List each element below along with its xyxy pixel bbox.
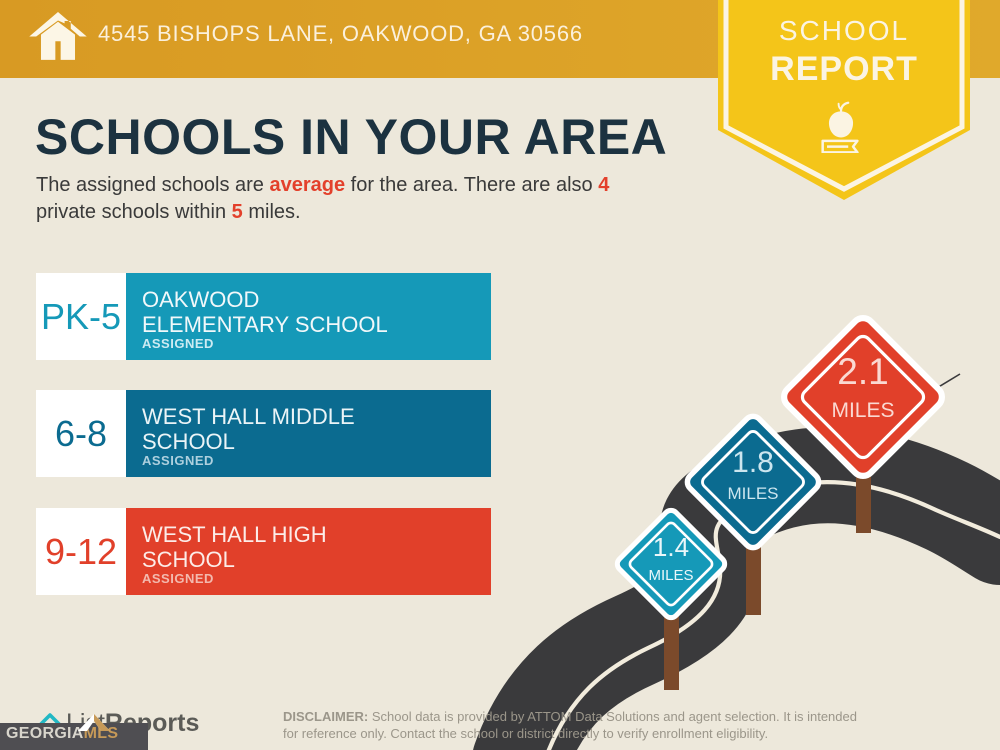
svg-text:1.4: 1.4 [653,532,689,562]
svg-text:1.8: 1.8 [732,446,774,479]
svg-text:2.1: 2.1 [837,351,888,392]
svg-text:MILES: MILES [727,484,778,503]
svg-text:MILES: MILES [831,399,894,422]
svg-text:MILES: MILES [648,567,693,584]
